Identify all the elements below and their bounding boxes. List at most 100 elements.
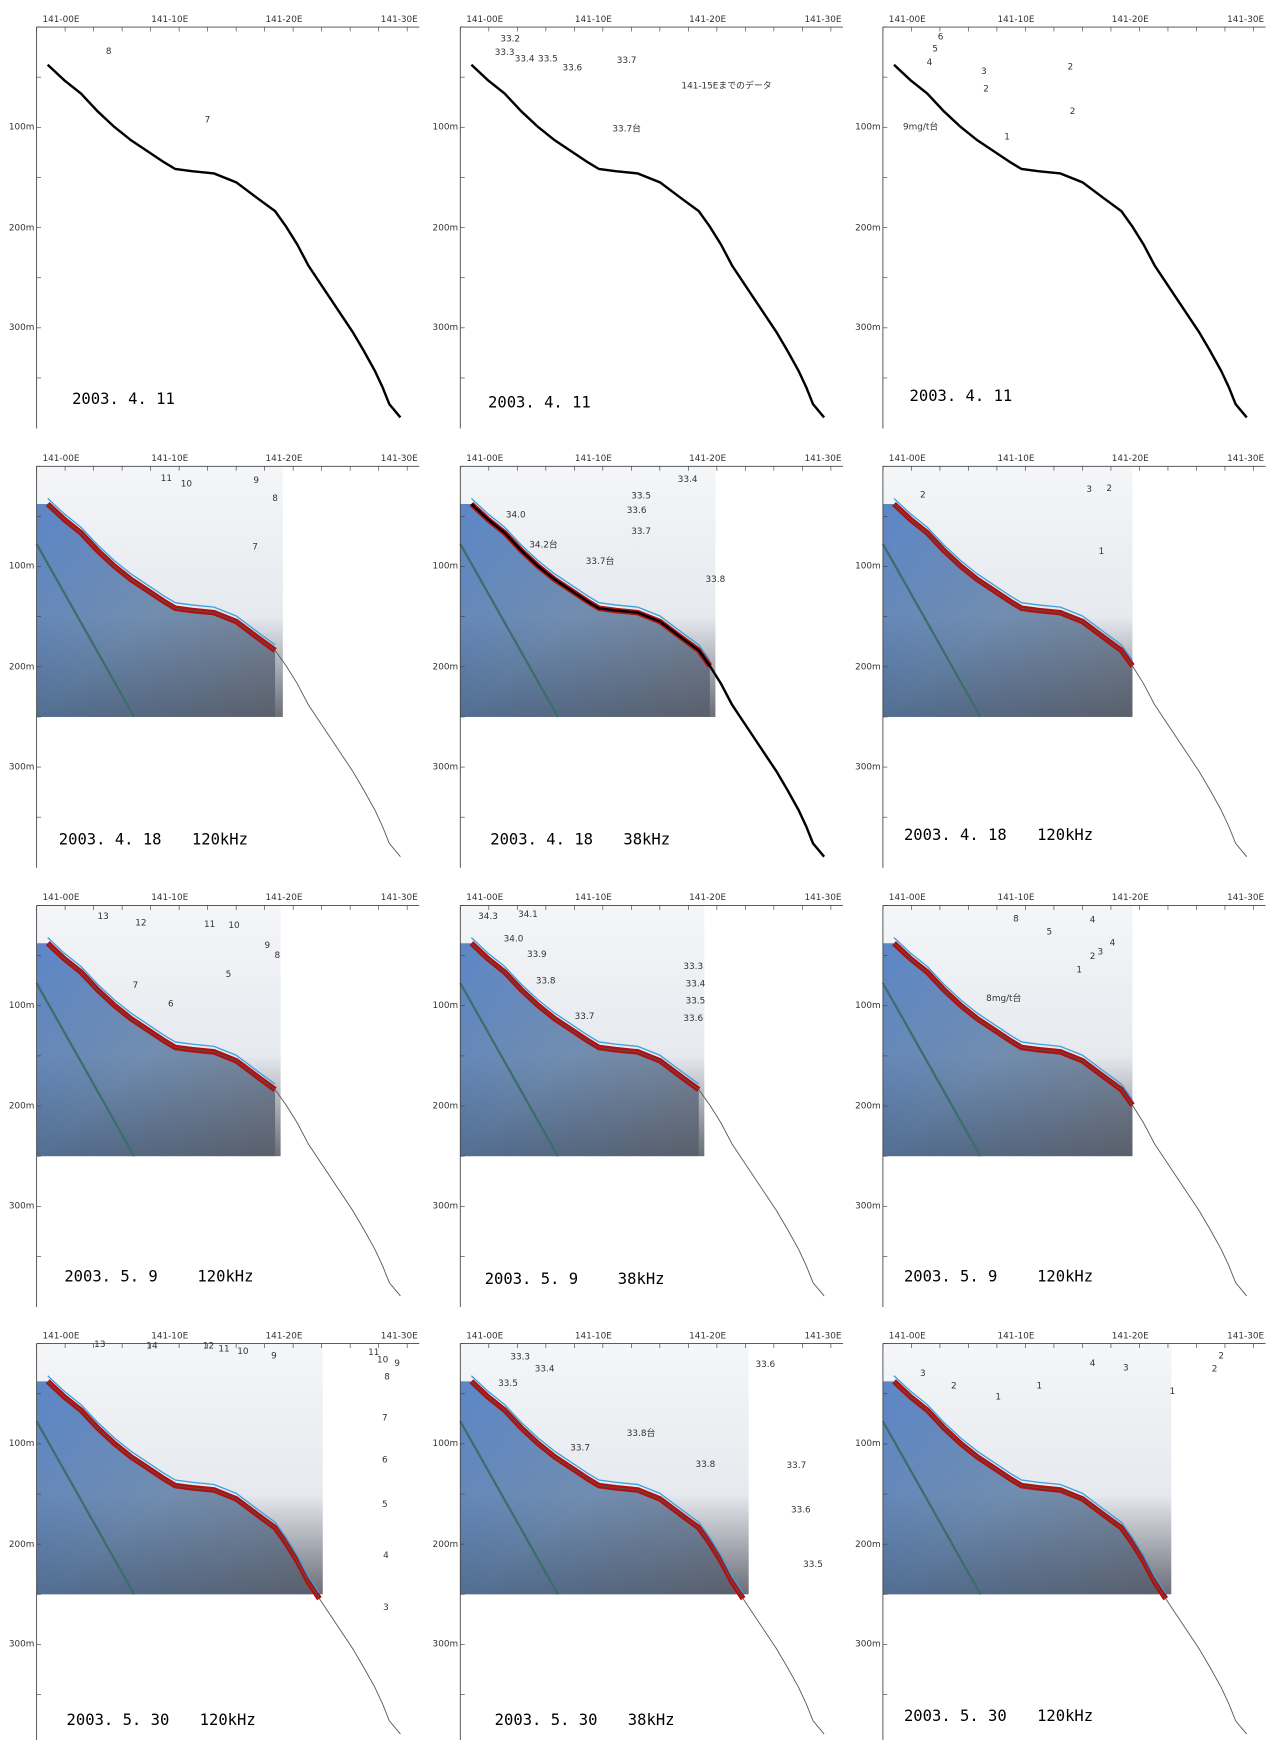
contour-label: 10 bbox=[237, 1347, 249, 1357]
x-tick-label: 141-10E bbox=[151, 1331, 188, 1341]
contour-label: 33.8 bbox=[706, 575, 726, 585]
contour-label: 13 bbox=[98, 912, 109, 922]
x-tick-label: 141-30E bbox=[1227, 454, 1264, 464]
frequency-label: 120kHz bbox=[1037, 1707, 1093, 1725]
contour-label: 2 bbox=[1090, 952, 1096, 962]
contour-label: 8 bbox=[384, 1372, 390, 1382]
second-echo bbox=[35, 982, 136, 1157]
y-tick-label: 300m bbox=[855, 1202, 881, 1212]
echo-bottom bbox=[460, 503, 710, 717]
y-tick-label: 300m bbox=[855, 323, 881, 333]
x-tick-label: 141-30E bbox=[805, 1331, 842, 1341]
seabed bbox=[470, 63, 826, 419]
seabed-echo-top bbox=[47, 497, 276, 646]
panel: 141-00E 141-10E 141-20E 141-30E 100m 200m 300m… bbox=[855, 1331, 1266, 1740]
x-tick-label: 141-10E bbox=[998, 1331, 1035, 1341]
contour-label: 33.5 bbox=[631, 492, 651, 502]
contour-label: 33.8台 bbox=[627, 1427, 656, 1439]
frequency-label: 120kHz bbox=[200, 1711, 256, 1729]
date-label: 2003. 5. 30 bbox=[495, 1711, 598, 1729]
contour-label: 4 bbox=[1110, 939, 1116, 949]
y-tick-label: 200m bbox=[855, 223, 881, 233]
seabed bbox=[46, 63, 402, 419]
x-tick-label: 141-00E bbox=[889, 454, 926, 464]
x-tick-label: 141-10E bbox=[575, 15, 612, 25]
date-label: 2003. 5. 30 bbox=[904, 1707, 1007, 1725]
contour-label: 33.4 bbox=[686, 980, 706, 990]
x-tick-label: 141-20E bbox=[1112, 1331, 1149, 1341]
contour-label: 8mg/t台 bbox=[986, 992, 1021, 1004]
contour-label: 1 bbox=[1099, 547, 1105, 557]
contour-label: 33.8 bbox=[536, 976, 556, 986]
panel: 141-00E 141-10E 141-20E 141-30E 100m 200m 300m… bbox=[433, 1331, 843, 1740]
date-label: 2003. 4. 11 bbox=[910, 387, 1013, 405]
contour-label: 33.4 bbox=[535, 1365, 555, 1375]
seabed bbox=[47, 1381, 401, 1735]
contour-label: 33.6 bbox=[755, 1360, 775, 1370]
y-tick-label: 200m bbox=[9, 1540, 35, 1550]
contour-label: 33.3 bbox=[683, 962, 703, 972]
contour-label: 3 bbox=[920, 1369, 926, 1379]
x-tick-label: 141-30E bbox=[1227, 893, 1264, 903]
x-tick-label: 141-00E bbox=[889, 893, 926, 903]
x-tick-label: 141-30E bbox=[1227, 15, 1264, 25]
y-tick-label: 100m bbox=[855, 122, 881, 132]
contour-label: 4 bbox=[383, 1551, 389, 1561]
x-tick-label: 141-00E bbox=[889, 1331, 926, 1341]
y-tick-label: 300m bbox=[9, 1640, 35, 1650]
panel: 141-00E 141-10E 141-20E 141-30E 100m 200m 300m… bbox=[433, 893, 843, 1308]
x-tick-label: 141-20E bbox=[689, 893, 726, 903]
panel: 141-00E 141-10E 141-20E 141-30E 100m 200m 300m… bbox=[9, 454, 420, 868]
contour-label: 33.3 bbox=[510, 1352, 530, 1362]
contour-label: 33.5 bbox=[686, 996, 706, 1006]
panel: 141-00E 141-10E 141-20E 141-30E 100m 200m 300m… bbox=[9, 15, 420, 429]
contour-label: 33.7 bbox=[617, 56, 637, 66]
contour-label: 8 bbox=[272, 494, 278, 504]
contour-label: 1 bbox=[1004, 132, 1010, 142]
date-label: 2003. 5. 30 bbox=[67, 1711, 170, 1729]
contour-label: 5 bbox=[932, 45, 938, 55]
contour-label: 33.7 bbox=[575, 1012, 595, 1022]
date-label: 2003. 4. 18 bbox=[59, 831, 162, 849]
contour-label: 34.2台 bbox=[529, 539, 558, 551]
contour-label: 1 bbox=[1076, 965, 1082, 975]
contour-label: 13 bbox=[94, 1340, 105, 1350]
frequency-label: 38kHz bbox=[623, 831, 670, 849]
date-label: 2003. 5. 9 bbox=[904, 1268, 997, 1286]
contour-label: 7 bbox=[205, 116, 211, 126]
y-tick-label: 200m bbox=[9, 1102, 35, 1112]
contour-label: 2 bbox=[1212, 1365, 1218, 1375]
contour-label: 33.2 bbox=[500, 35, 520, 45]
contour-label: 2 bbox=[1218, 1351, 1224, 1361]
y-tick-label: 100m bbox=[433, 1439, 459, 1449]
panel: 141-00E 141-10E 141-20E 141-30E 100m 200m 300m… bbox=[855, 454, 1266, 868]
x-tick-label: 141-10E bbox=[151, 893, 188, 903]
x-tick-label: 141-30E bbox=[381, 15, 418, 25]
contour-label: 9 bbox=[264, 941, 270, 951]
contour-label: 9 bbox=[394, 1359, 400, 1369]
contour-label: 11 bbox=[204, 920, 215, 930]
echo-bottom bbox=[882, 943, 1133, 1157]
panel: 141-00E 141-10E 141-20E 141-30E 100m 200m 300m… bbox=[855, 15, 1266, 429]
seabed-echo-top bbox=[470, 497, 711, 661]
x-tick-label: 141-30E bbox=[1227, 1331, 1264, 1341]
panel: 141-00E 141-10E 141-20E 141-30E 100m 200m 300m… bbox=[433, 454, 843, 868]
echo-bottom bbox=[460, 943, 699, 1157]
x-tick-label: 141-20E bbox=[1112, 15, 1149, 25]
y-tick-label: 300m bbox=[433, 762, 459, 772]
contour-label: 8 bbox=[1013, 914, 1019, 924]
seabed bbox=[47, 503, 401, 857]
y-tick-label: 100m bbox=[855, 1001, 881, 1011]
seabed bbox=[893, 63, 1248, 419]
contour-label: 6 bbox=[938, 33, 944, 43]
seabed-echo-top bbox=[893, 937, 1134, 1100]
contour-label: 34.3 bbox=[478, 912, 498, 922]
x-tick-label: 141-20E bbox=[265, 893, 302, 903]
y-tick-label: 300m bbox=[9, 323, 35, 333]
y-tick-label: 300m bbox=[855, 1640, 881, 1650]
y-tick-label: 200m bbox=[433, 1102, 459, 1112]
y-tick-label: 100m bbox=[433, 1001, 459, 1011]
frequency-label: 120kHz bbox=[1037, 1268, 1093, 1286]
x-tick-label: 141-10E bbox=[151, 15, 188, 25]
x-tick-label: 141-30E bbox=[381, 893, 418, 903]
